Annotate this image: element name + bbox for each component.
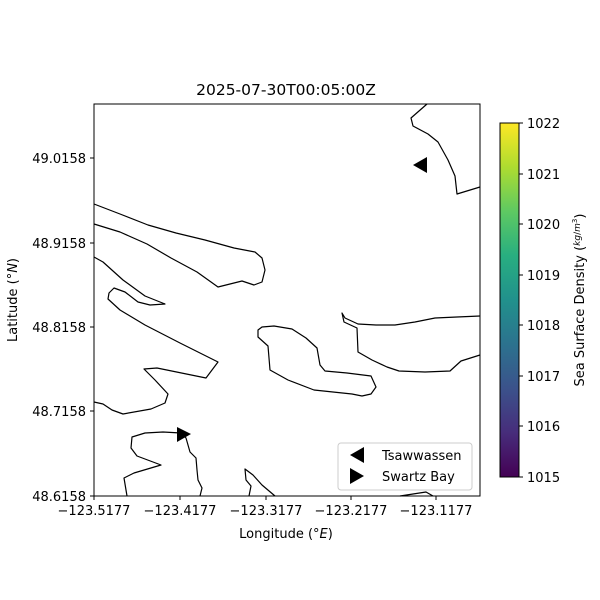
colorbar-tick-label: 1022 bbox=[527, 117, 560, 132]
legend-swartz-bay-marker bbox=[350, 468, 364, 484]
colorbar-tick-label: 1021 bbox=[527, 168, 560, 183]
y-tick-label: 48.6158 bbox=[32, 490, 86, 505]
legend: Tsawwassen Swartz Bay bbox=[337, 442, 473, 491]
x-tick-label: −123.2177 bbox=[315, 504, 388, 519]
x-tick-label: −123.5177 bbox=[58, 504, 131, 519]
y-axis: 49.0158 48.9158 48.8158 48.7158 48.6158 … bbox=[6, 152, 94, 505]
y-tick-label: 48.7158 bbox=[32, 405, 86, 420]
coastline-island-mid bbox=[93, 256, 219, 415]
colorbar-label: Sea Surface Density (kg/m3) bbox=[571, 214, 588, 387]
colorbar-tick-label: 1020 bbox=[527, 218, 560, 233]
coastline bbox=[93, 103, 481, 497]
plot-frame bbox=[93, 103, 481, 497]
tsawwassen-marker[interactable] bbox=[413, 157, 427, 173]
coastline-northeast bbox=[410, 103, 481, 195]
colorbar-gradient bbox=[499, 122, 520, 478]
coastline-island-center bbox=[257, 325, 377, 397]
x-axis-label: Longitude (°E) bbox=[239, 527, 333, 542]
legend-tsawwassen-label: Tsawwassen bbox=[381, 449, 462, 464]
x-tick-label: −123.1177 bbox=[400, 504, 473, 519]
y-axis-label: Latitude (°N) bbox=[6, 258, 21, 342]
colorbar-tick-label: 1015 bbox=[527, 471, 560, 486]
legend-tsawwassen-marker bbox=[350, 447, 364, 463]
map-axes[interactable]: Tsawwassen Swartz Bay bbox=[93, 103, 481, 497]
colorbar-tick-label: 1016 bbox=[527, 420, 560, 435]
y-tick-label: 48.9158 bbox=[32, 237, 86, 252]
x-tick-label: −123.4177 bbox=[144, 504, 217, 519]
legend-swartz-bay-label: Swartz Bay bbox=[382, 470, 455, 485]
x-axis: −123.5177 −123.4177 −123.3177 −123.2177 … bbox=[58, 496, 473, 542]
colorbar-tick-label: 1017 bbox=[527, 370, 560, 385]
colorbar-tick-label: 1019 bbox=[527, 269, 560, 284]
coastline-southwest bbox=[123, 431, 203, 497]
coastline-south-2 bbox=[399, 491, 434, 497]
y-tick-label: 48.8158 bbox=[32, 321, 86, 336]
coastline-south-1 bbox=[244, 468, 276, 497]
colorbar: 1022 1021 1020 1019 1018 1017 1016 1015 … bbox=[499, 117, 588, 486]
coastline-island-upper bbox=[93, 203, 266, 288]
legend-box bbox=[337, 442, 473, 491]
x-tick-label: −123.3177 bbox=[230, 504, 303, 519]
coastline-east bbox=[341, 312, 481, 373]
plot-title: 2025-07-30T00:05:00Z bbox=[196, 81, 376, 99]
swartz-bay-marker[interactable] bbox=[177, 427, 191, 442]
y-tick-label: 49.0158 bbox=[32, 152, 86, 167]
plot-area[interactable] bbox=[94, 104, 480, 496]
colorbar-tick-label: 1018 bbox=[527, 319, 560, 334]
